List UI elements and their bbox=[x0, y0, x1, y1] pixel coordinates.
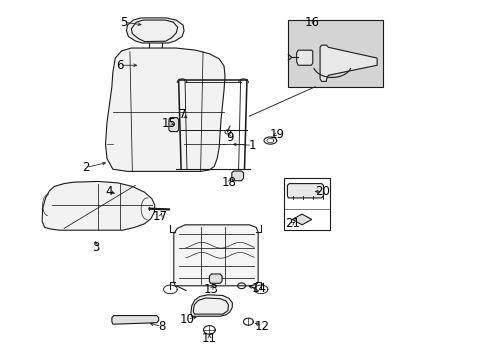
Polygon shape bbox=[112, 316, 158, 324]
Polygon shape bbox=[209, 274, 222, 283]
Text: 3: 3 bbox=[92, 241, 99, 254]
Text: 2: 2 bbox=[82, 161, 90, 174]
Text: 6: 6 bbox=[116, 59, 123, 72]
Polygon shape bbox=[168, 118, 178, 132]
Text: 12: 12 bbox=[254, 320, 269, 333]
Polygon shape bbox=[287, 184, 323, 198]
Polygon shape bbox=[296, 50, 312, 65]
Polygon shape bbox=[105, 48, 224, 171]
Text: 18: 18 bbox=[221, 176, 236, 189]
Text: 13: 13 bbox=[203, 283, 218, 296]
Text: 14: 14 bbox=[251, 282, 266, 295]
Bar bbox=[283, 178, 329, 230]
Text: 16: 16 bbox=[304, 16, 319, 29]
Polygon shape bbox=[292, 214, 311, 225]
Text: 4: 4 bbox=[105, 185, 112, 198]
Text: 11: 11 bbox=[202, 332, 217, 345]
Text: 10: 10 bbox=[180, 312, 195, 326]
Text: 20: 20 bbox=[314, 185, 329, 198]
Polygon shape bbox=[231, 171, 243, 181]
Polygon shape bbox=[190, 295, 232, 316]
Text: 1: 1 bbox=[248, 139, 256, 152]
Text: 17: 17 bbox=[153, 210, 168, 223]
Polygon shape bbox=[126, 18, 183, 43]
Text: 5: 5 bbox=[120, 16, 127, 29]
Polygon shape bbox=[173, 225, 258, 286]
Polygon shape bbox=[42, 181, 155, 230]
Text: 9: 9 bbox=[225, 131, 233, 144]
Bar bbox=[288, 21, 383, 87]
Text: 7: 7 bbox=[179, 108, 186, 121]
Text: 8: 8 bbox=[158, 320, 165, 333]
Polygon shape bbox=[320, 45, 376, 81]
Text: 21: 21 bbox=[284, 217, 299, 230]
Text: 15: 15 bbox=[162, 117, 177, 130]
Text: 19: 19 bbox=[268, 127, 284, 141]
